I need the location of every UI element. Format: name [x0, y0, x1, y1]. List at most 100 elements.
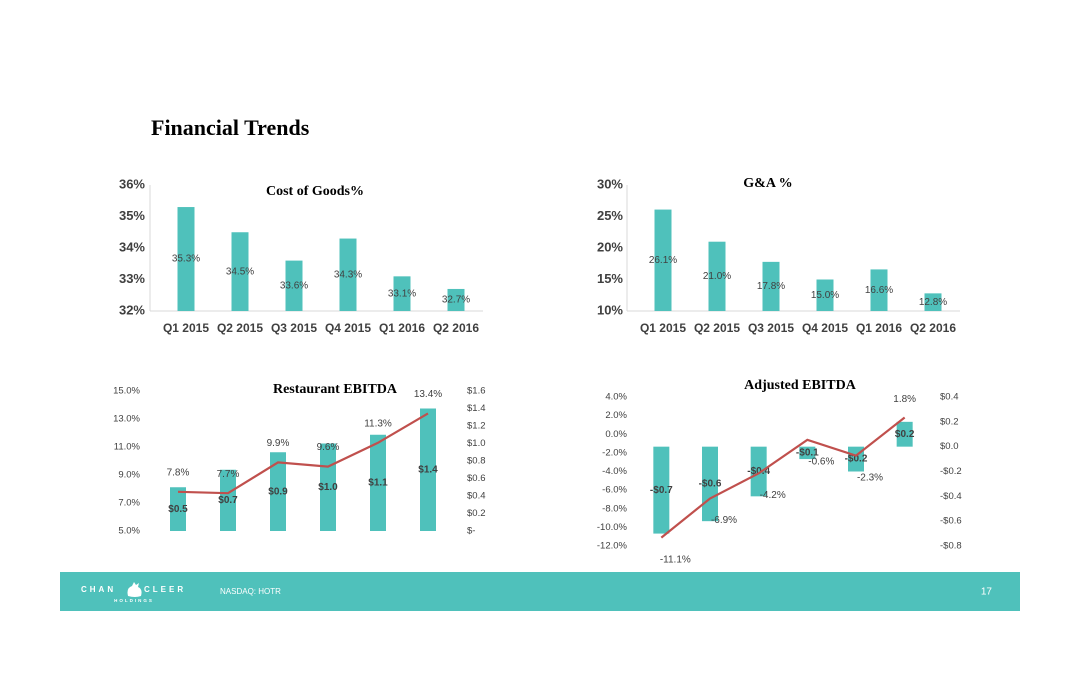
slide-title: Financial Trends — [151, 115, 310, 140]
bar — [170, 487, 186, 531]
y2-tick-label: -$0.2 — [940, 466, 962, 477]
data-label: -$0.4 — [747, 466, 770, 477]
x-tick-label: Q3 2015 — [748, 321, 794, 335]
bar — [762, 261, 780, 311]
bar — [816, 279, 834, 311]
data-label: $1.0 — [318, 482, 338, 493]
x-tick-label: Q2 2015 — [217, 321, 263, 335]
data-label: -$0.2 — [845, 454, 868, 465]
y-tick-label: 32% — [119, 302, 145, 317]
bar — [870, 269, 888, 311]
bar — [750, 446, 767, 497]
data-label: 32.7% — [442, 295, 470, 306]
y2-tick-label: $0.2 — [467, 508, 486, 519]
y-tick-label: -4.0% — [602, 466, 627, 477]
y-tick-label: 13.0% — [113, 414, 140, 425]
data-label: -$0.7 — [650, 485, 673, 496]
chart-title: Adjusted EBITDA — [744, 378, 857, 393]
bar — [177, 207, 195, 311]
bar — [708, 241, 726, 311]
bar — [270, 452, 286, 531]
bar — [653, 446, 670, 534]
y-tick-label: -6.0% — [602, 485, 627, 496]
bar — [339, 238, 357, 311]
y-tick-label: 7.0% — [118, 498, 140, 509]
y-tick-label: 2.0% — [605, 410, 627, 421]
bar — [799, 446, 816, 460]
y2-tick-label: $0.4 — [940, 392, 959, 403]
y-tick-label: 34% — [119, 239, 145, 254]
data-label: $0.9 — [268, 486, 288, 497]
data-label: 34.5% — [226, 266, 254, 277]
data-label: 15.0% — [811, 290, 839, 301]
logo-sub: HOLDINGS — [114, 598, 154, 603]
x-tick-label: Q4 2015 — [325, 321, 371, 335]
y2-tick-label: -$0.4 — [940, 491, 962, 502]
logo-rooster — [127, 582, 142, 597]
y2-tick-label: $0.2 — [940, 416, 959, 427]
data-label: -0.6% — [808, 456, 834, 467]
y-tick-label: 33% — [119, 271, 145, 286]
bar — [370, 434, 386, 531]
bar — [393, 276, 411, 311]
data-label: $1.4 — [418, 464, 438, 475]
bar — [285, 260, 303, 311]
y-tick-label: 15.0% — [113, 386, 140, 397]
bar — [220, 469, 236, 531]
data-label: 33.1% — [388, 288, 416, 299]
data-label: 17.8% — [757, 281, 785, 292]
y2-tick-label: $1.4 — [467, 403, 486, 414]
chart-title: G&A % — [743, 176, 792, 191]
x-tick-label: Q2 2016 — [433, 321, 479, 335]
data-label: 16.6% — [865, 285, 893, 296]
y-tick-label: 4.0% — [605, 392, 627, 403]
y-tick-label: -12.0% — [597, 541, 628, 552]
y-tick-label: 9.0% — [118, 470, 140, 481]
y-tick-label: 25% — [597, 208, 623, 223]
y2-tick-label: $1.2 — [467, 421, 486, 432]
data-label: -11.1% — [660, 554, 691, 565]
bar — [896, 421, 913, 447]
y-tick-label: 30% — [597, 176, 623, 191]
bar — [420, 408, 436, 531]
bar — [654, 209, 672, 311]
y-tick-label: 10% — [597, 302, 623, 317]
ticker: NASDAQ: HOTR — [220, 587, 281, 596]
y2-tick-label: $0.0 — [940, 441, 959, 452]
data-label: $1.1 — [368, 478, 388, 489]
data-label: 26.1% — [649, 255, 677, 266]
y2-tick-label: $0.6 — [467, 473, 486, 484]
data-label: -$0.6 — [699, 479, 722, 490]
y-tick-label: -2.0% — [602, 447, 627, 458]
data-label: -2.3% — [857, 472, 883, 483]
data-label: 11.3% — [364, 418, 392, 429]
x-tick-label: Q2 2016 — [910, 321, 956, 335]
y-tick-label: -10.0% — [597, 522, 628, 533]
y2-tick-label: $1.6 — [467, 386, 486, 397]
x-tick-label: Q2 2015 — [694, 321, 740, 335]
data-label: $0.7 — [218, 495, 238, 506]
footer-band — [60, 572, 1020, 611]
x-tick-label: Q1 2016 — [379, 321, 425, 335]
data-label: 1.8% — [893, 394, 916, 405]
data-label: 34.3% — [334, 269, 362, 280]
chart-title: Cost of Goods% — [266, 184, 364, 199]
data-label: 33.6% — [280, 280, 308, 291]
bar — [447, 288, 465, 311]
data-label: 12.8% — [919, 297, 947, 308]
data-label: -$0.1 — [796, 448, 819, 459]
y2-tick-label: $1.0 — [467, 438, 486, 449]
data-label: 13.4% — [414, 389, 442, 400]
data-label: 7.8% — [167, 467, 190, 478]
y-tick-label: 5.0% — [118, 526, 140, 537]
x-tick-label: Q1 2016 — [856, 321, 902, 335]
chart-title: Restaurant EBITDA — [273, 382, 398, 397]
y-tick-label: -8.0% — [602, 503, 627, 514]
page-number: 17 — [981, 587, 993, 598]
y2-tick-label: $0.8 — [467, 456, 486, 467]
bar — [231, 232, 249, 311]
logo-left: CHAN — [81, 585, 116, 594]
data-label: $0.2 — [895, 429, 915, 440]
data-label: 9.6% — [317, 442, 340, 453]
data-label: 21.0% — [703, 271, 731, 282]
